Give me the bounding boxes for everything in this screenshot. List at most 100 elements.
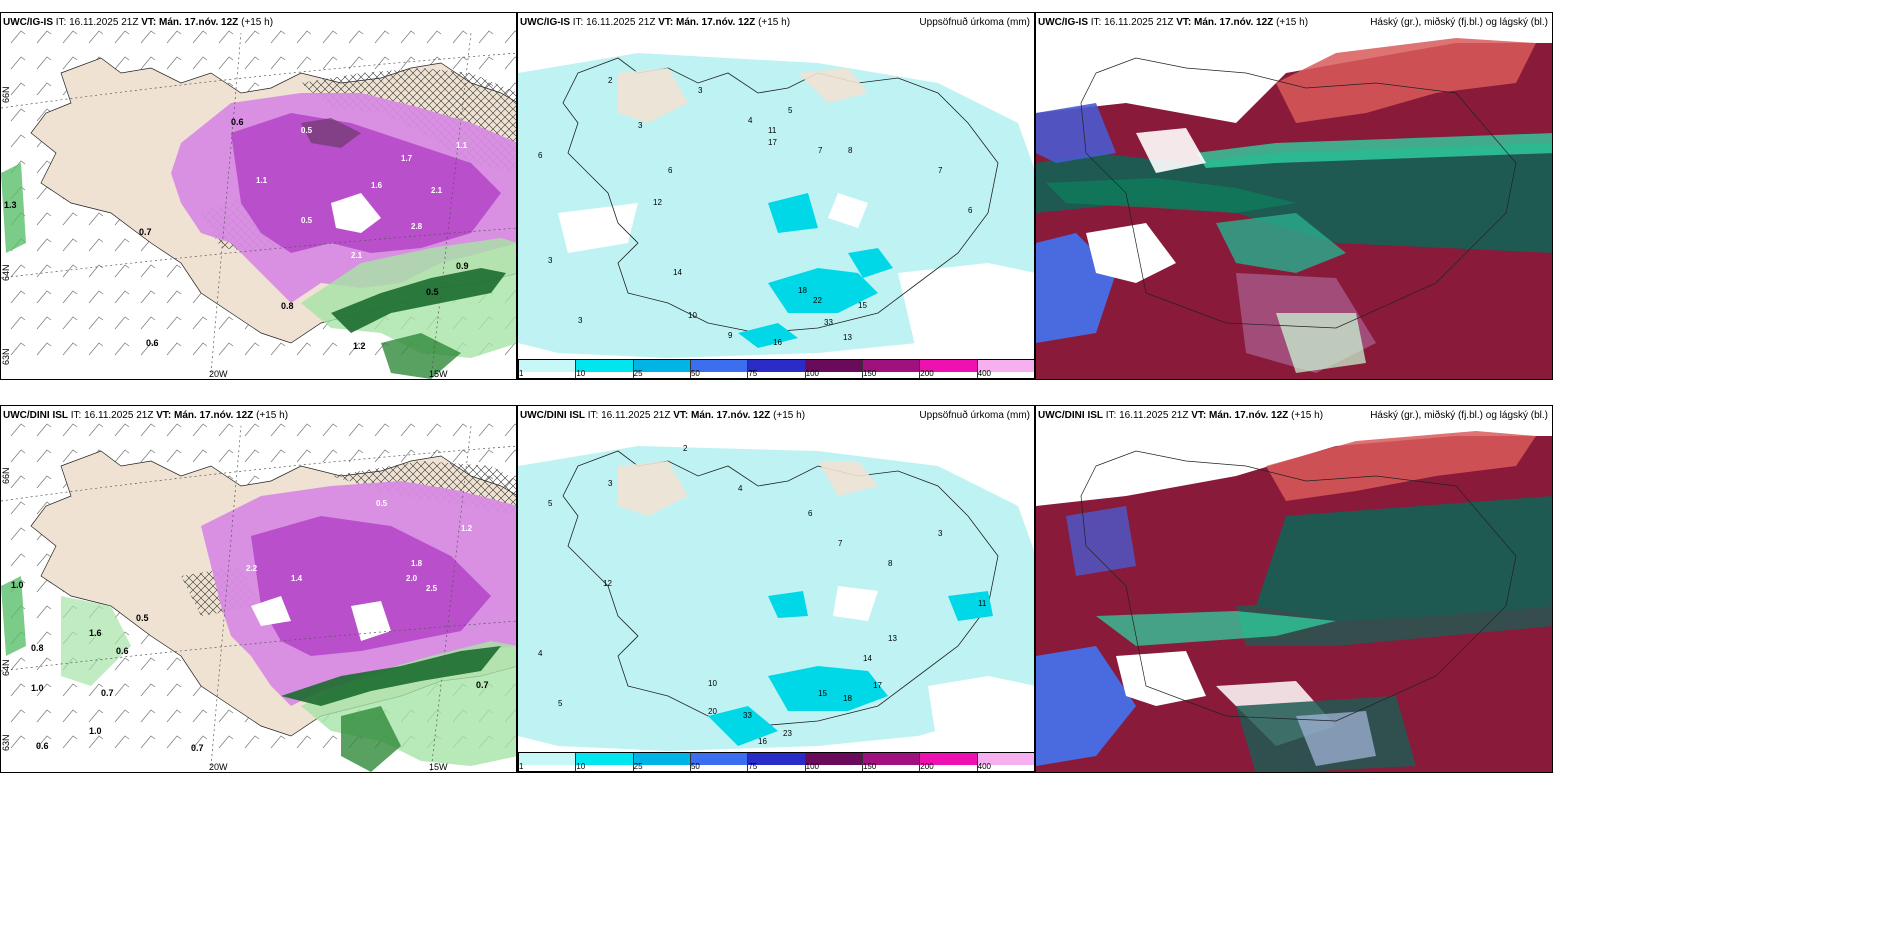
svg-text:14: 14 (863, 654, 872, 663)
svg-text:6: 6 (538, 151, 543, 160)
svg-text:0.7: 0.7 (139, 227, 152, 237)
colorbar-bin: 200 (920, 753, 978, 771)
svg-text:0.7: 0.7 (476, 680, 489, 690)
svg-text:0.5: 0.5 (376, 499, 388, 508)
svg-text:2: 2 (683, 444, 688, 453)
colorbar-bin: 400 (977, 360, 1034, 378)
svg-text:16: 16 (758, 737, 767, 746)
svg-text:64N: 64N (1, 264, 11, 281)
svg-text:18: 18 (798, 286, 807, 295)
colorbar-bin: 1 (519, 360, 577, 378)
svg-text:0.7: 0.7 (191, 743, 204, 753)
svg-text:0.6: 0.6 (146, 338, 159, 348)
panel-precip-dini: UWC/DINI ISL IT: 16.11.2025 21Z VT: Mán.… (517, 405, 1035, 773)
svg-text:20: 20 (708, 707, 717, 716)
svg-text:0.6: 0.6 (36, 741, 49, 751)
svg-text:0.5: 0.5 (301, 216, 313, 225)
svg-text:4: 4 (748, 116, 753, 125)
colorbar-bin: 100 (805, 753, 863, 771)
svg-text:6: 6 (968, 206, 973, 215)
svg-text:66N: 66N (1, 86, 11, 103)
svg-text:20W: 20W (209, 369, 228, 379)
svg-text:0.7: 0.7 (101, 688, 114, 698)
svg-text:1.3: 1.3 (4, 200, 17, 210)
svg-text:2.5: 2.5 (426, 584, 438, 593)
svg-text:7: 7 (818, 146, 823, 155)
svg-text:1.0: 1.0 (11, 580, 24, 590)
svg-text:0.9: 0.9 (456, 261, 469, 271)
svg-text:2: 2 (608, 76, 613, 85)
svg-text:2.8: 2.8 (411, 222, 423, 231)
svg-text:15W: 15W (429, 369, 448, 379)
svg-text:5: 5 (548, 499, 553, 508)
panel-precip-igis: UWC/IG-IS IT: 16.11.2025 21Z VT: Mán. 17… (517, 12, 1035, 380)
svg-text:2.2: 2.2 (246, 564, 258, 573)
svg-text:2.1: 2.1 (351, 251, 363, 260)
colorbar-bin: 150 (862, 753, 921, 771)
panel-subtitle: Uppsöfnuð úrkoma (mm) (919, 410, 1030, 421)
colorbar-bin: 50 (690, 360, 749, 378)
colorbar-bin: 150 (862, 360, 921, 378)
panel-snow-dini: UWC/DINI ISL IT: 16.11.2025 21Z VT: Mán.… (0, 405, 517, 773)
svg-text:6: 6 (808, 509, 813, 518)
colorbar-bin: 400 (977, 753, 1034, 771)
svg-text:63N: 63N (1, 734, 11, 751)
svg-text:14: 14 (673, 268, 682, 277)
svg-text:20W: 20W (209, 762, 228, 772)
svg-text:22: 22 (813, 296, 822, 305)
svg-text:7: 7 (838, 539, 843, 548)
svg-text:1.8: 1.8 (411, 559, 423, 568)
svg-text:3: 3 (938, 529, 943, 538)
svg-text:9: 9 (728, 331, 733, 340)
svg-text:11: 11 (978, 599, 987, 608)
colorbar-bin: 1 (519, 753, 577, 771)
svg-text:1.1: 1.1 (256, 176, 268, 185)
colorbar: 1 10 25 50 75 100 150 200 400 (518, 359, 1034, 379)
colorbar-bin: 25 (633, 753, 691, 771)
svg-text:3: 3 (638, 121, 643, 130)
svg-text:64N: 64N (1, 659, 11, 676)
colorbar-bin: 75 (748, 753, 806, 771)
svg-text:1.6: 1.6 (89, 628, 102, 638)
svg-text:2.0: 2.0 (406, 574, 418, 583)
svg-text:3: 3 (608, 479, 613, 488)
panel-header: UWC/IG-IS IT: 16.11.2025 21Z VT: Mán. 17… (520, 17, 791, 28)
svg-text:8: 8 (848, 146, 853, 155)
panel-subtitle: Háský (gr.), miðský (fj.bl.) og lágský (… (1370, 17, 1548, 28)
svg-text:2.1: 2.1 (431, 186, 443, 195)
svg-text:5: 5 (558, 699, 563, 708)
svg-text:1.0: 1.0 (31, 683, 44, 693)
svg-text:3: 3 (548, 256, 553, 265)
snow-map: 0.5 1.0 0.7 0.6 0.8 2.2 1.8 2.0 1.4 0.5 … (1, 423, 516, 772)
svg-text:3: 3 (578, 316, 583, 325)
svg-text:6: 6 (668, 166, 673, 175)
svg-text:1.4: 1.4 (291, 574, 303, 583)
svg-text:1.2: 1.2 (461, 524, 473, 533)
colorbar-bin: 100 (805, 360, 863, 378)
colorbar-bin: 25 (633, 360, 691, 378)
panel-subtitle: Uppsöfnuð úrkoma (mm) (919, 17, 1030, 28)
svg-text:16: 16 (773, 338, 782, 347)
svg-text:0.8: 0.8 (31, 643, 44, 653)
iceland-land (562, 450, 999, 727)
snow-map: 0.6 1.3 0.7 0.6 0.8 1.2 1.7 2.1 2.8 0.9 … (1, 30, 516, 379)
colorbar-bin: 75 (748, 360, 806, 378)
svg-text:23: 23 (783, 729, 792, 738)
svg-text:1.0: 1.0 (89, 726, 102, 736)
colorbar: 1 10 25 50 75 100 150 200 400 (518, 752, 1034, 772)
panel-header: UWC/DINI ISL IT: 16.11.2025 21Z VT: Mán.… (1038, 410, 1324, 421)
svg-text:3: 3 (698, 86, 703, 95)
svg-text:4: 4 (738, 484, 743, 493)
svg-text:13: 13 (843, 333, 852, 342)
panel-clouds-dini: UWC/DINI ISL IT: 16.11.2025 21Z VT: Mán.… (1035, 405, 1553, 773)
iceland-land (562, 57, 999, 334)
precip-map: 2 3 4 5 6 7 8 10 12 13 14 15 16 17 18 20… (518, 426, 1034, 751)
svg-text:15: 15 (858, 301, 867, 310)
svg-text:15: 15 (818, 689, 827, 698)
svg-text:0.5: 0.5 (301, 126, 313, 135)
svg-text:33: 33 (743, 711, 752, 720)
svg-text:1.7: 1.7 (401, 154, 413, 163)
svg-text:0.5: 0.5 (136, 613, 149, 623)
panel-header: UWC/IG-IS IT: 16.11.2025 21Z VT: Mán. 17… (3, 17, 274, 28)
svg-text:1.2: 1.2 (353, 341, 366, 351)
